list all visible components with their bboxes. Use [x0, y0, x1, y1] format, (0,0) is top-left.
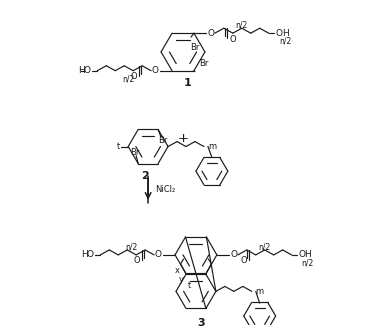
Text: H: H — [282, 29, 289, 38]
Text: n/2: n/2 — [259, 242, 271, 251]
Text: x: x — [175, 266, 180, 275]
Text: H: H — [81, 250, 88, 259]
Text: Br: Br — [131, 148, 140, 157]
Text: n/2: n/2 — [125, 242, 137, 251]
Text: O: O — [230, 250, 237, 259]
Text: y: y — [178, 275, 184, 284]
Text: O: O — [130, 72, 137, 81]
Text: 1: 1 — [184, 78, 192, 89]
Text: O: O — [84, 66, 91, 75]
Text: O: O — [298, 250, 305, 259]
Text: H: H — [304, 250, 311, 259]
Text: O: O — [275, 29, 282, 38]
Text: n/2: n/2 — [122, 74, 134, 83]
Text: O: O — [240, 256, 247, 265]
Text: H: H — [78, 66, 85, 75]
Text: O: O — [207, 29, 214, 38]
Text: O: O — [152, 66, 159, 75]
Text: t: t — [188, 281, 190, 290]
Text: NiCl₂: NiCl₂ — [155, 185, 175, 194]
Text: t: t — [117, 142, 120, 151]
Text: 2: 2 — [141, 171, 149, 181]
Text: m: m — [208, 142, 216, 151]
Text: O: O — [229, 35, 236, 43]
Text: Br: Br — [199, 59, 208, 68]
Text: O: O — [155, 250, 161, 259]
Text: n/2: n/2 — [280, 37, 292, 45]
Text: n/2: n/2 — [301, 258, 314, 267]
Text: +: + — [178, 132, 189, 145]
Text: Br: Br — [190, 43, 200, 52]
Text: m: m — [256, 287, 264, 296]
Text: Br: Br — [159, 136, 168, 145]
Text: n/2: n/2 — [236, 21, 248, 30]
Text: O: O — [87, 250, 94, 259]
Text: O: O — [133, 256, 140, 265]
Text: 3: 3 — [197, 318, 205, 328]
